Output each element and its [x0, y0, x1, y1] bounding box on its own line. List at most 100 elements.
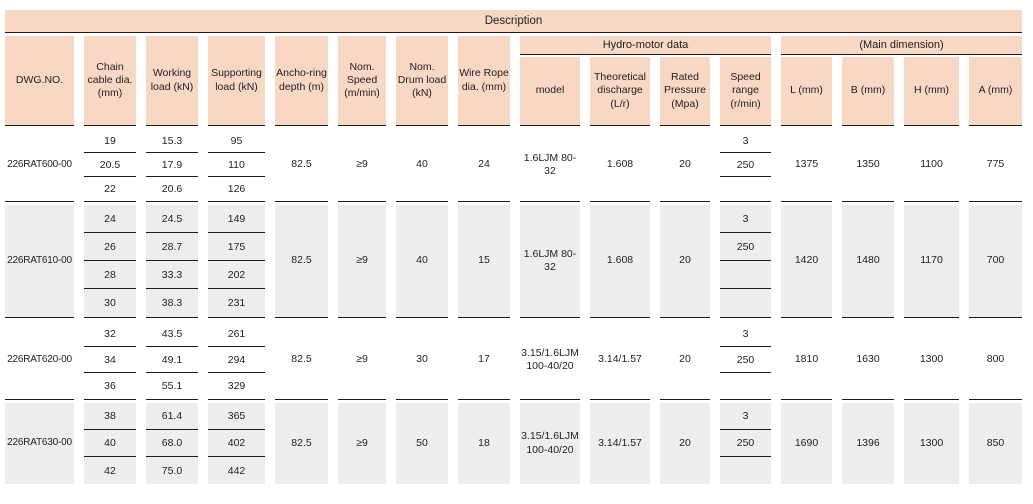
cell-discharge: 3.14/1.57	[590, 321, 650, 400]
cell-working: 68.0	[146, 430, 198, 457]
col-working-stack: 43.5 49.1 55.1	[146, 321, 198, 400]
cell-A: 700	[969, 205, 1022, 318]
cell-speed_range	[720, 289, 771, 317]
cell-supporting: 202	[208, 261, 265, 289]
cell-drum: 40	[396, 205, 448, 318]
table-group-1: 226RAT600-00 19 20.5 22 15.3 17.9 20.6 95 110 126…	[5, 129, 1022, 202]
hydro-motor-band: Hydro-motor data	[520, 36, 771, 55]
cell-wire: 18	[458, 403, 510, 484]
cell-working: 75.0	[161, 464, 183, 477]
cell-speed_range	[720, 261, 771, 289]
cell-dwg: 226RAT600-00	[5, 129, 74, 202]
col-header-wire: Wire Rope dia. (mm)	[458, 36, 510, 126]
col-speed_range-stack: 3 250	[720, 129, 771, 202]
cell-speed_range: 3	[720, 129, 771, 153]
cell-chain: 24	[84, 205, 136, 233]
cell-speed_range: 3	[720, 205, 771, 233]
cell-model: 3.15/1.6LJM 100-40/20	[520, 321, 580, 400]
cell-speed_range: 3	[720, 321, 771, 347]
table-group-3: 226RAT620-00 32 34 36 43.5 49.1 55.1 261 294 329 8…	[5, 321, 1022, 400]
table-group-4: 226RAT630-00 38 40 42 61.4 68.0 75.0 365 402 442 8…	[5, 403, 1022, 484]
col-header-B: B (mm)	[842, 57, 894, 126]
cell-anchor: 82.5	[275, 403, 328, 484]
cell-working: 24.5	[146, 205, 198, 233]
cell-chain: 20.5	[84, 153, 136, 177]
cell-speed_range: 250	[720, 347, 771, 373]
col-header-chain: Chain cable dia. (mm)	[84, 36, 136, 126]
cell-L: 1690	[781, 403, 832, 484]
cell-working: 33.3	[146, 261, 198, 289]
cell-speed_range: 250	[720, 430, 771, 457]
cell-dwg: 226RAT610-00	[5, 205, 74, 318]
cell-working: 38.3	[161, 297, 183, 309]
cell-H: 1300	[904, 403, 959, 484]
col-header-model: model	[520, 57, 580, 126]
cell-supporting: 95	[208, 129, 265, 153]
cell-supporting: 261	[208, 321, 265, 347]
cell-chain: 34	[84, 347, 136, 373]
cell-H: 1100	[904, 129, 959, 202]
cell-chain: 42	[104, 464, 116, 477]
col-working-stack: 61.4 68.0 75.0	[146, 403, 198, 484]
cell-supporting: 110	[208, 153, 265, 177]
cell-supporting: 442	[227, 464, 246, 477]
cell-pressure: 20	[660, 205, 710, 318]
col-header-A: A (mm)	[969, 57, 1022, 126]
col-header-dwg: DWG.NO.	[5, 36, 74, 126]
cell-working: 15.3	[146, 129, 198, 153]
cell-chain: 40	[84, 430, 136, 457]
cell-H: 1170	[904, 205, 959, 318]
cell-wire: 17	[458, 321, 510, 400]
col-speed_range-stack: 3 250	[720, 321, 771, 400]
cell-anchor: 82.5	[275, 129, 328, 202]
cell-supporting: 126	[227, 183, 246, 195]
cell-nom_speed: ≥9	[338, 205, 386, 318]
col-header-L: L (mm)	[781, 57, 832, 126]
cell-chain: 19	[84, 129, 136, 153]
col-chain-stack: 38 40 42	[84, 403, 136, 484]
cell-pressure: 20	[660, 321, 710, 400]
cell-A: 775	[969, 129, 1022, 202]
col-supporting-stack: 365 402 442	[208, 403, 265, 484]
cell-discharge: 3.14/1.57	[590, 403, 650, 484]
cell-L: 1375	[781, 129, 832, 202]
cell-pressure: 20	[660, 129, 710, 202]
cell-supporting: 294	[208, 347, 265, 373]
cell-B: 1350	[842, 129, 894, 202]
col-header-anchor: Ancho-ring depth (m)	[275, 36, 328, 126]
cell-dwg: 226RAT620-00	[5, 321, 74, 400]
cell-drum: 40	[396, 129, 448, 202]
col-supporting-stack: 95 110 126	[208, 129, 265, 202]
cell-supporting: 329	[227, 380, 246, 392]
cell-anchor: 82.5	[275, 205, 328, 318]
cell-working: 61.4	[146, 403, 198, 430]
col-header-discharge: Theoretical discharge (L/r)	[590, 57, 650, 126]
col-chain-stack: 32 34 36	[84, 321, 136, 400]
col-supporting-stack: 261 294 329	[208, 321, 265, 400]
cell-chain: 38	[84, 403, 136, 430]
col-working-stack: 15.3 17.9 20.6	[146, 129, 198, 202]
cell-dwg: 226RAT630-00	[5, 403, 74, 484]
col-header-supporting: Supporting load (kN)	[208, 36, 265, 126]
cell-model: 3.15/1.6LJM 100-40/20	[520, 403, 580, 484]
cell-supporting: 149	[208, 205, 265, 233]
cell-supporting: 402	[208, 430, 265, 457]
cell-B: 1396	[842, 403, 894, 484]
cell-nom_speed: ≥9	[338, 129, 386, 202]
cell-speed_range	[720, 457, 771, 484]
cell-nom_speed: ≥9	[338, 403, 386, 484]
cell-discharge: 1.608	[590, 129, 650, 202]
cell-supporting: 365	[208, 403, 265, 430]
cell-supporting: 175	[208, 233, 265, 261]
cell-A: 800	[969, 321, 1022, 400]
cell-working: 49.1	[146, 347, 198, 373]
col-chain-stack: 19 20.5 22	[84, 129, 136, 202]
cell-anchor: 82.5	[275, 321, 328, 400]
cell-working: 55.1	[161, 380, 183, 392]
cell-chain: 28	[84, 261, 136, 289]
cell-chain: 22	[104, 183, 116, 195]
cell-drum: 30	[396, 321, 448, 400]
cell-working: 28.7	[146, 233, 198, 261]
table-group-2: 226RAT610-00 24 26 28 30 24.5 28.7 33.3 38.3 149 1…	[5, 205, 1022, 318]
col-header-speed-range: Speed range (r/min)	[720, 57, 771, 126]
